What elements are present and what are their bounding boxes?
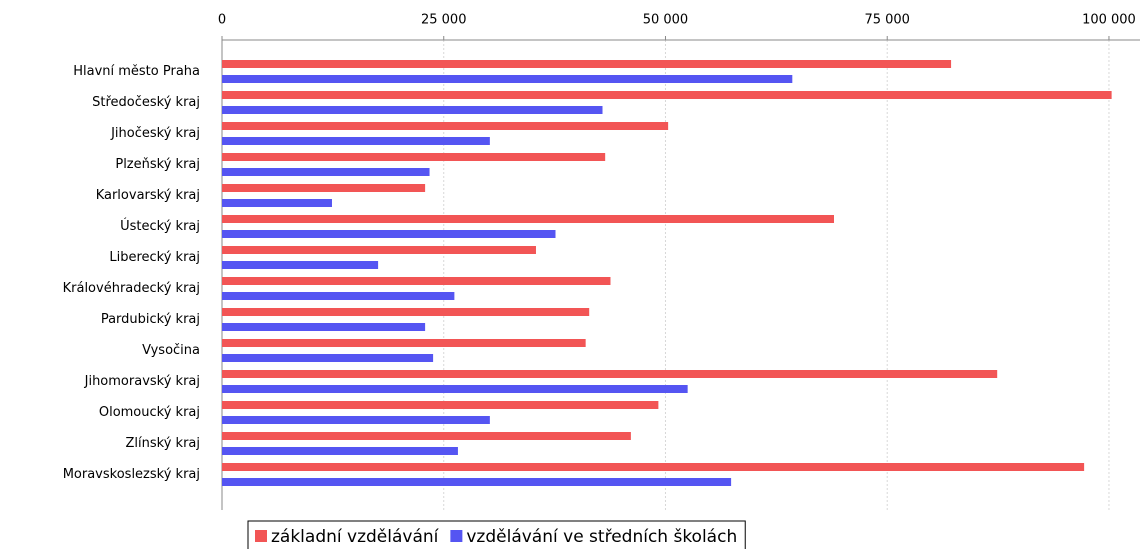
bar — [222, 385, 688, 393]
x-tick-label: 25 000 — [421, 13, 467, 28]
bar — [222, 401, 659, 409]
bar — [222, 416, 490, 424]
bar — [222, 91, 1112, 99]
y-tick-label: Královéhradecký kraj — [63, 281, 200, 296]
y-tick-label: Pardubický kraj — [101, 312, 200, 327]
y-tick-label: Karlovarský kraj — [96, 188, 200, 203]
y-tick-label: Jihomoravský kraj — [84, 374, 200, 389]
bar — [222, 277, 611, 285]
bar — [222, 463, 1085, 471]
y-tick-label: Olomoucký kraj — [99, 405, 200, 420]
bar — [222, 478, 732, 486]
x-tick-label: 75 000 — [864, 13, 910, 28]
legend-swatch — [450, 530, 463, 542]
legend-swatch — [255, 530, 267, 542]
legend-label: základní vzdělávání — [271, 527, 440, 547]
bar — [222, 137, 490, 145]
bar — [222, 153, 606, 161]
bar — [222, 246, 536, 254]
bar — [222, 308, 590, 316]
x-tick-label: 100 000 — [1082, 13, 1136, 28]
bar — [222, 432, 631, 440]
legend-label: vzdělávání ve středních školách — [466, 527, 737, 547]
bar — [222, 447, 458, 455]
y-tick-label: Liberecký kraj — [109, 250, 200, 265]
bar — [222, 168, 430, 176]
legend: základní vzdělávání vzdělávání ve střední… — [247, 520, 746, 549]
y-tick-label: Středočeský kraj — [92, 95, 200, 110]
bar — [222, 184, 426, 192]
bar — [222, 122, 669, 130]
bar — [222, 199, 332, 207]
bar — [222, 323, 426, 331]
bar — [222, 60, 952, 68]
bar — [222, 339, 586, 347]
x-tick-label: 50 000 — [643, 13, 689, 28]
bar — [222, 230, 556, 238]
y-tick-label: Ústecký kraj — [120, 218, 200, 234]
bar — [222, 75, 793, 83]
y-tick-label: Moravskoslezský kraj — [63, 467, 200, 482]
legend-box — [247, 520, 746, 549]
y-tick-label: Hlavní město Praha — [73, 64, 200, 79]
bar — [222, 106, 603, 114]
bar — [222, 292, 455, 300]
x-tick-label: 0 — [218, 13, 226, 28]
y-tick-label: Zlínský kraj — [126, 436, 200, 451]
bar — [222, 370, 998, 378]
y-tick-label: Vysočina — [142, 343, 200, 358]
bar — [222, 215, 834, 223]
bar — [222, 261, 379, 269]
y-tick-label: Plzeňský kraj — [115, 157, 200, 172]
y-tick-label: Jihočeský kraj — [110, 126, 200, 141]
bar — [222, 354, 434, 362]
